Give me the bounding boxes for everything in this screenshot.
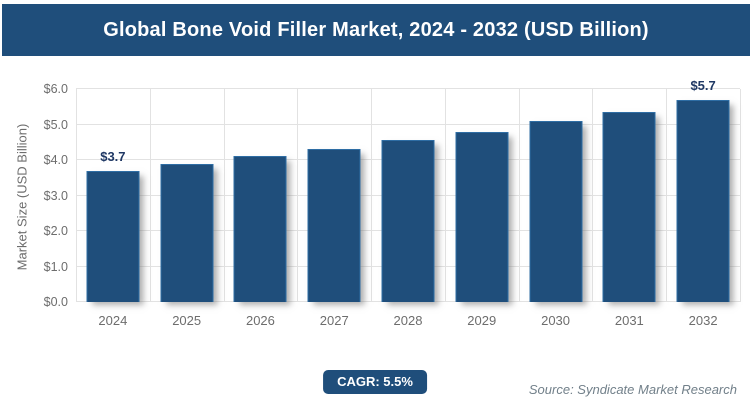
plot-area: $3.7 $5.7 xyxy=(76,78,741,302)
y-tick-label: $1.0 xyxy=(43,259,68,274)
vertical-gridline xyxy=(592,89,594,302)
horizontal-gridline xyxy=(76,123,740,125)
y-tick-label: $4.0 xyxy=(43,153,68,167)
vertical-gridline xyxy=(518,89,520,302)
chart-title-banner: Global Bone Void Filler Market, 2024 - 2… xyxy=(2,4,750,56)
x-tick-label-2029: 2029 xyxy=(467,313,497,328)
x-tick-label-2027: 2027 xyxy=(319,313,349,328)
vertical-gridline xyxy=(371,89,373,302)
bar-2025 xyxy=(160,163,214,302)
y-tick-label: $3.0 xyxy=(43,188,68,203)
bar-2024 xyxy=(86,170,140,302)
y-tick-label: $2.0 xyxy=(43,224,68,238)
vertical-gridline xyxy=(76,89,77,302)
vertical-gridline xyxy=(297,89,299,302)
horizontal-gridline xyxy=(76,88,740,89)
vertical-gridline xyxy=(149,89,151,302)
y-tick-label: $5.0 xyxy=(43,117,68,132)
bar-2026 xyxy=(233,156,287,302)
x-tick-label-2031: 2031 xyxy=(614,313,644,328)
x-tick-label-2028: 2028 xyxy=(393,313,423,328)
bar-2029 xyxy=(455,131,509,302)
x-tick-label-2032: 2032 xyxy=(688,313,718,328)
bar-value-label-2032: $5.7 xyxy=(690,77,716,93)
x-tick-label-2024: 2024 xyxy=(98,313,128,328)
x-tick-label-2030: 2030 xyxy=(541,313,571,328)
bar-2030 xyxy=(529,120,583,302)
bar-2027 xyxy=(307,149,361,302)
source-attribution: Source: Syndicate Market Research xyxy=(528,382,737,397)
chart-title: Global Bone Void Filler Market, 2024 - 2… xyxy=(103,18,649,41)
x-axis-tick-labels: 2024 2025 2026 2027 2028 2029 2030 2031 2032 xyxy=(76,313,740,331)
x-tick-label-2026: 2026 xyxy=(245,313,275,328)
vertical-gridline xyxy=(223,89,225,302)
x-tick-label-2025: 2025 xyxy=(172,313,202,328)
cagr-badge: CAGR: 5.5% xyxy=(323,370,427,394)
bar-2031 xyxy=(602,112,656,302)
y-axis-tick-labels: $0.0 $1.0 $2.0 $3.0 $4.0 $5.0 $6.0 xyxy=(0,82,68,309)
vertical-gridline xyxy=(444,89,446,302)
bar-value-label-2024: $3.7 xyxy=(100,148,126,164)
y-tick-label: $0.0 xyxy=(43,295,68,309)
y-tick-label: $6.0 xyxy=(43,82,68,96)
vertical-gridline xyxy=(666,89,668,302)
bar-2028 xyxy=(381,140,435,302)
vertical-gridline xyxy=(740,89,741,302)
bar-2032 xyxy=(676,99,730,302)
